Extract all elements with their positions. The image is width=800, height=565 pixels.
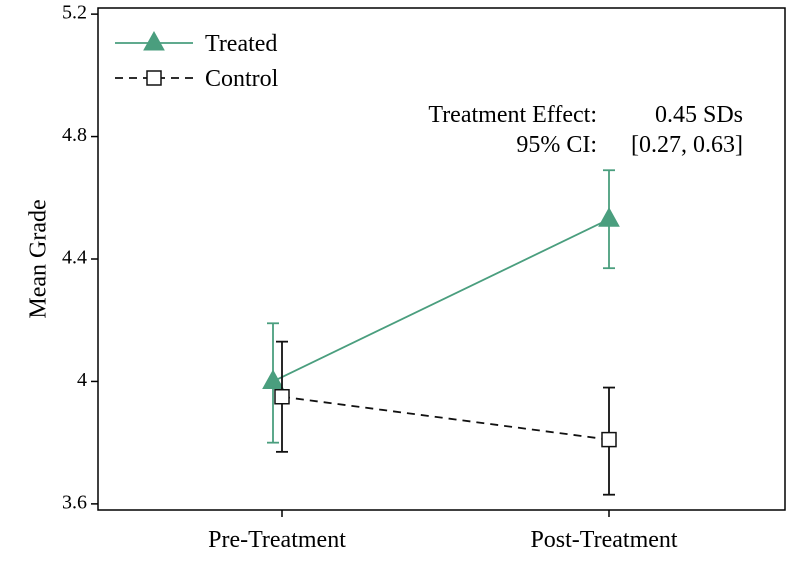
y-tick-label: 5.2 <box>62 2 87 24</box>
series-line <box>272 218 610 383</box>
data-point <box>598 207 620 227</box>
y-tick-label: 4 <box>77 369 87 391</box>
plot-frame <box>97 7 786 511</box>
legend: Treated Control <box>115 30 279 92</box>
legend-label: Control <box>205 66 279 92</box>
y-tick-label: 4.8 <box>62 124 87 146</box>
annotation-box: Treatment Effect: 0.45 SDs 95% CI: [0.27… <box>428 102 743 158</box>
treatment-effect-label: Treatment Effect: <box>428 102 597 128</box>
ci-label: 95% CI: <box>516 132 597 158</box>
series-control <box>274 340 617 496</box>
x-axis: Pre-Treatment Post-Treatment <box>208 510 678 553</box>
series-treated <box>262 169 620 444</box>
y-axis-label: Mean Grade <box>26 199 52 318</box>
legend-marker <box>143 30 165 51</box>
y-tick-label: 3.6 <box>62 491 87 513</box>
legend-marker <box>146 70 162 86</box>
data-point <box>262 369 284 389</box>
treatment-effect-value: 0.45 SDs <box>655 102 743 128</box>
x-tick-label: Post-Treatment <box>530 527 677 553</box>
ci-value: [0.27, 0.63] <box>631 132 743 158</box>
data-point <box>601 431 617 448</box>
x-tick-label: Pre-Treatment <box>208 527 346 553</box>
series-line <box>281 395 610 441</box>
y-tick-label: 4.4 <box>62 247 87 269</box>
series-layer <box>262 169 620 496</box>
legend-label: Treated <box>205 31 277 57</box>
data-point <box>274 388 290 405</box>
y-axis: 3.6 4 4.4 4.8 5.2 <box>62 2 98 513</box>
